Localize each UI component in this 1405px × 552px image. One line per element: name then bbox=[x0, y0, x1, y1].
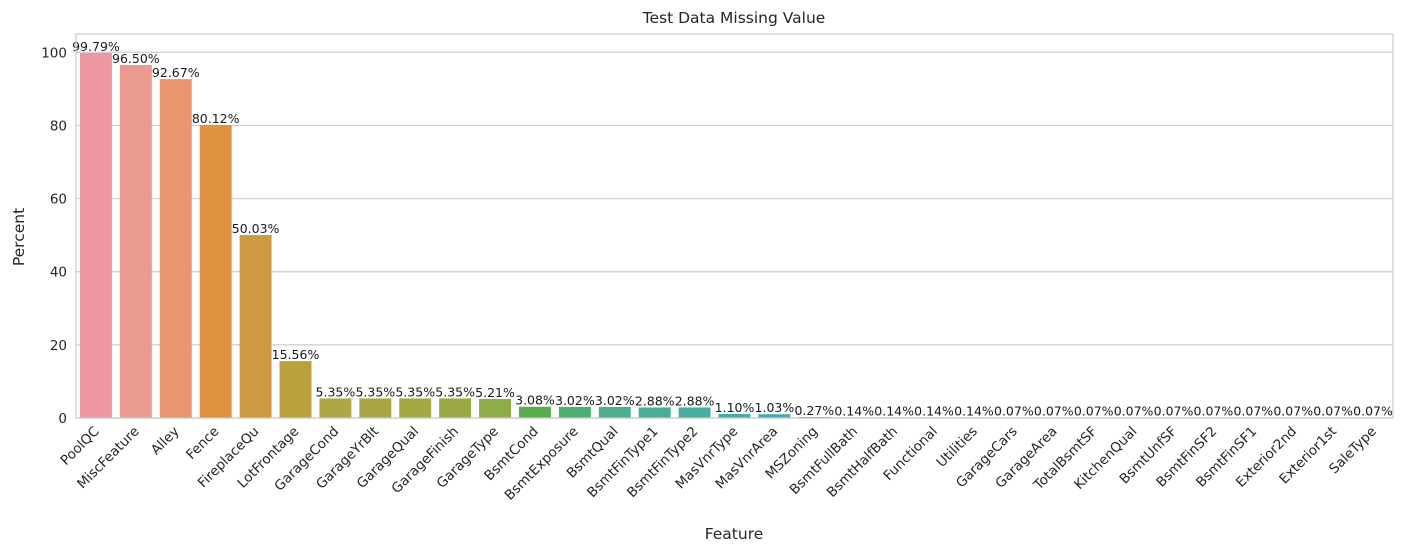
bar-LotFrontage bbox=[279, 361, 312, 418]
x-tick-label: BsmtHalfBath bbox=[824, 424, 901, 501]
bar-value-label: 0.14% bbox=[874, 403, 914, 418]
bar-value-label: 0.07% bbox=[994, 404, 1034, 419]
bar-value-label: 0.07% bbox=[1034, 404, 1074, 419]
y-axis-title: Percent bbox=[10, 208, 28, 266]
y-tick-label: 0 bbox=[58, 411, 67, 427]
bar-PoolQC bbox=[79, 53, 112, 419]
bar-value-label: 5.35% bbox=[316, 384, 356, 399]
y-tick-label: 20 bbox=[50, 338, 67, 354]
bar-value-label: 0.07% bbox=[1353, 404, 1393, 419]
bar-value-label: 5.35% bbox=[355, 384, 395, 399]
bar-value-label: 0.14% bbox=[834, 403, 874, 418]
bar-value-label: 96.50% bbox=[112, 51, 160, 66]
bar-value-label: 0.14% bbox=[914, 403, 954, 418]
chart-title: Test Data Missing Value bbox=[642, 9, 826, 27]
bar-GarageCond bbox=[319, 398, 352, 418]
bar-Alley bbox=[159, 79, 192, 418]
x-axis-title: Feature bbox=[705, 525, 764, 543]
bar-value-label: 0.07% bbox=[1154, 404, 1194, 419]
bar-value-label: 5.21% bbox=[475, 385, 515, 400]
bar-BsmtFinType1 bbox=[638, 407, 671, 418]
bar-value-label: 92.67% bbox=[152, 65, 200, 80]
bar-value-label: 1.03% bbox=[755, 400, 795, 415]
bar-value-label: 80.12% bbox=[192, 111, 240, 126]
bar-value-label: 0.07% bbox=[1313, 404, 1353, 419]
bar-value-label: 2.88% bbox=[635, 393, 675, 408]
bar-GarageQual bbox=[399, 398, 432, 418]
bar-MasVnrArea bbox=[758, 414, 791, 418]
bar-BsmtQual bbox=[598, 406, 631, 418]
bar-value-label: 0.07% bbox=[1273, 404, 1313, 419]
bar-value-label: 1.10% bbox=[715, 400, 755, 415]
bar-value-label: 99.79% bbox=[72, 39, 120, 54]
bar-value-label: 0.07% bbox=[1074, 404, 1114, 419]
bar-value-label: 3.02% bbox=[555, 393, 595, 408]
bar-GarageFinish bbox=[439, 398, 472, 418]
bars bbox=[79, 53, 1390, 419]
bar-value-label: 5.35% bbox=[395, 384, 435, 399]
bar-value-labels: 99.79%96.50%92.67% 80.12% 50.03% 15.56% 5.35… bbox=[72, 39, 1393, 419]
bar-BsmtFinType2 bbox=[678, 407, 711, 418]
bar-value-label: 0.07% bbox=[1194, 404, 1234, 419]
bar-value-label: 3.02% bbox=[595, 393, 635, 408]
bar-value-label: 2.88% bbox=[675, 393, 715, 408]
bar-BsmtExposure bbox=[558, 406, 591, 418]
bar-value-label: 3.08% bbox=[515, 393, 555, 408]
y-tick-label: 60 bbox=[50, 192, 67, 208]
bar-value-label: 5.35% bbox=[435, 384, 475, 399]
bar-MasVnrType bbox=[718, 413, 751, 418]
bar-value-label: 0.07% bbox=[1233, 404, 1273, 419]
y-tick-label: 100 bbox=[41, 45, 67, 61]
x-tick-label: BsmtFinType1 bbox=[584, 424, 661, 501]
bar-value-label: 50.03% bbox=[232, 221, 280, 236]
y-tick-label: 80 bbox=[50, 118, 67, 134]
bar-GarageType bbox=[479, 398, 512, 418]
bar-value-label: 0.27% bbox=[794, 403, 834, 418]
x-tick-label: Alley bbox=[148, 424, 183, 459]
bar-value-label: 0.07% bbox=[1114, 404, 1154, 419]
bar-FireplaceQu bbox=[239, 235, 272, 418]
bar-value-label: 15.56% bbox=[272, 347, 320, 362]
y-axis-ticks: 0 20 40 60 80 100 bbox=[41, 45, 67, 427]
y-tick-label: 40 bbox=[50, 265, 67, 281]
plot-frame bbox=[75, 33, 1394, 419]
bar-BsmtCond bbox=[518, 406, 551, 418]
bar-GarageYrBlt bbox=[359, 398, 392, 418]
bar-Fence bbox=[199, 124, 232, 418]
bar-MiscFeature bbox=[119, 65, 152, 418]
x-tick-label: BsmtFinType2 bbox=[624, 424, 701, 501]
bar-value-label: 0.14% bbox=[954, 403, 994, 418]
